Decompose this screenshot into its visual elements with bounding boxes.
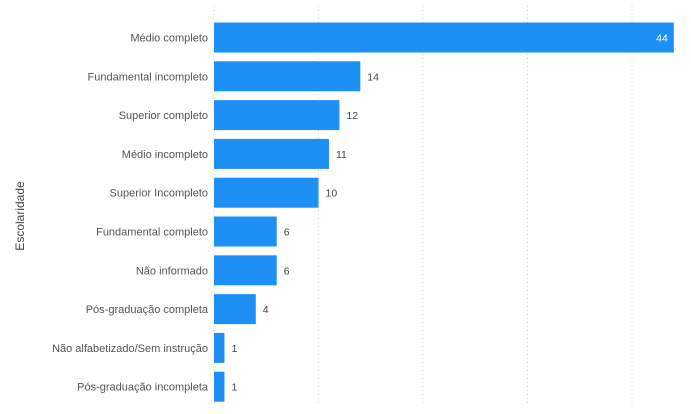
data-label: 44 bbox=[656, 33, 668, 45]
category-label: Pós-graduação completa bbox=[86, 304, 209, 316]
category-label: Superior Incompleto bbox=[110, 188, 208, 200]
bar-8[interactable] bbox=[214, 294, 256, 325]
category-label: Fundamental completo bbox=[96, 227, 208, 239]
category-label: Não alfabetizado/Sem instrução bbox=[52, 343, 208, 355]
data-label: 11 bbox=[336, 149, 347, 161]
data-label: 12 bbox=[346, 110, 358, 122]
category-label: Pós-graduação incompleta bbox=[77, 382, 209, 394]
bar-9[interactable] bbox=[214, 332, 225, 363]
category-labels: Médio completo Fundamental incompleto Supe… bbox=[52, 33, 209, 394]
data-label: 6 bbox=[284, 227, 290, 239]
category-label: Superior completo bbox=[119, 110, 208, 122]
data-label: 10 bbox=[326, 188, 338, 200]
data-label: 1 bbox=[231, 382, 237, 394]
y-axis-title: Escolaridade bbox=[13, 181, 27, 251]
category-label: Não informado bbox=[136, 265, 208, 277]
data-label: 4 bbox=[263, 304, 269, 316]
category-label: Fundamental incompleto bbox=[88, 71, 208, 83]
bar-7[interactable] bbox=[214, 255, 277, 286]
bar-3[interactable] bbox=[214, 100, 340, 131]
data-label: 6 bbox=[284, 265, 290, 277]
data-label: 1 bbox=[231, 343, 237, 355]
bar-2[interactable] bbox=[214, 61, 361, 92]
data-label: 14 bbox=[367, 71, 379, 83]
bar-10[interactable] bbox=[214, 371, 225, 402]
category-label: Médio incompleto bbox=[122, 149, 208, 161]
bar-4[interactable] bbox=[214, 138, 329, 169]
bar-1[interactable] bbox=[214, 22, 674, 53]
bar-6[interactable] bbox=[214, 216, 277, 247]
category-label: Médio completo bbox=[130, 33, 208, 45]
bar-5[interactable] bbox=[214, 177, 319, 208]
bars bbox=[214, 22, 674, 402]
